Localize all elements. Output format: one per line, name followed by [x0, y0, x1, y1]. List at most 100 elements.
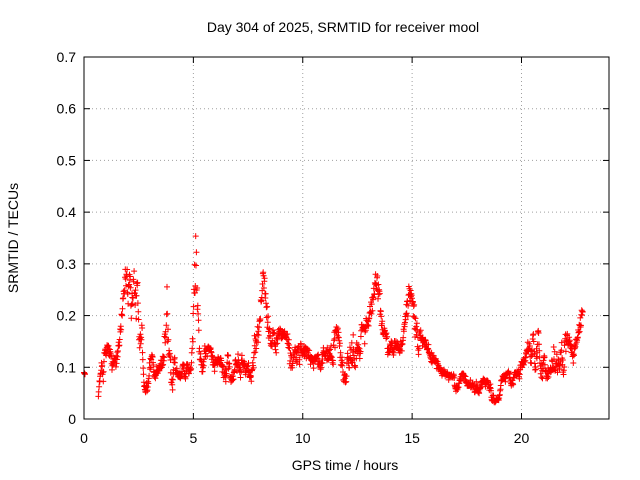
data-point	[168, 376, 175, 383]
data-point	[384, 333, 391, 340]
data-point	[116, 342, 123, 349]
data-point	[188, 359, 195, 366]
chart-title: Day 304 of 2025, SRMTID for receiver moo…	[207, 19, 479, 35]
data-point	[126, 281, 133, 288]
data-point	[574, 334, 581, 341]
data-point	[530, 338, 537, 345]
data-point	[135, 308, 142, 315]
data-point	[189, 338, 196, 345]
data-point	[191, 261, 198, 268]
data-point	[238, 368, 245, 375]
data-point	[138, 336, 145, 343]
data-point	[100, 378, 107, 385]
data-point	[201, 356, 208, 363]
data-point	[541, 354, 548, 361]
data-point	[334, 325, 341, 332]
y-tick-label: 0.7	[57, 49, 77, 65]
data-point	[409, 295, 415, 302]
data-point	[310, 365, 317, 372]
y-tick-label: 0.6	[57, 101, 77, 117]
data-point	[410, 299, 416, 306]
data-point	[150, 362, 157, 368]
data-point	[415, 351, 422, 358]
data-point	[342, 379, 349, 386]
data-point	[261, 275, 268, 282]
x-axis-label: GPS time / hours	[292, 457, 399, 473]
data-point	[374, 273, 381, 279]
data-point	[314, 352, 321, 359]
data-point	[376, 290, 383, 297]
data-point	[257, 316, 264, 322]
data-point	[404, 313, 411, 319]
data-point	[99, 362, 106, 369]
data-point	[105, 345, 112, 352]
data-point	[296, 361, 303, 368]
data-point	[558, 339, 565, 346]
x-tick-label: 5	[189, 430, 197, 446]
data-point	[190, 303, 197, 310]
data-point	[188, 365, 195, 372]
data-point	[114, 353, 121, 360]
data-point	[130, 278, 137, 285]
data-point	[461, 372, 468, 379]
data-point	[137, 331, 144, 338]
data-point	[530, 331, 537, 338]
data-point	[264, 303, 271, 310]
data-point	[343, 373, 350, 380]
data-point	[536, 341, 542, 348]
y-tick-label: 0	[68, 411, 76, 427]
data-point	[370, 294, 377, 300]
data-point	[237, 374, 244, 381]
data-point	[263, 314, 270, 321]
data-point	[135, 316, 142, 323]
data-point	[193, 249, 200, 256]
y-tick-label: 0.3	[57, 256, 77, 272]
y-axis-label: SRMTID / TECUs	[5, 183, 21, 293]
data-point	[134, 279, 141, 286]
data-point	[140, 365, 147, 372]
data-point	[222, 366, 229, 373]
plot-frame	[83, 56, 610, 420]
data-point	[113, 352, 120, 359]
data-point	[273, 349, 280, 356]
data-point	[101, 358, 107, 365]
data-point	[131, 268, 138, 275]
data-point	[405, 302, 412, 309]
data-point	[407, 287, 414, 294]
data-point	[137, 340, 144, 347]
data-point	[123, 272, 130, 279]
data-point	[113, 356, 120, 363]
data-point	[169, 381, 176, 388]
x-tick-label: 15	[404, 430, 420, 446]
data-point	[194, 302, 201, 309]
data-point	[302, 351, 309, 358]
data-point	[222, 378, 229, 385]
data-point	[194, 285, 201, 291]
data-point	[235, 351, 241, 358]
data-point	[570, 360, 577, 366]
data-point	[118, 326, 125, 333]
data-point	[336, 340, 343, 347]
data-point	[108, 352, 115, 358]
data-point	[413, 320, 420, 327]
data-point	[526, 343, 533, 349]
data-point	[193, 262, 199, 269]
data-point	[96, 383, 103, 390]
data-point	[165, 326, 171, 333]
data-point	[502, 375, 509, 382]
data-point	[195, 317, 202, 324]
data-point	[417, 327, 424, 334]
data-point	[248, 378, 255, 385]
data-point	[362, 327, 369, 334]
data-point	[146, 372, 153, 379]
data-point	[124, 266, 131, 273]
data-point	[368, 301, 375, 308]
data-point	[139, 356, 146, 363]
x-tick-label: 20	[514, 430, 530, 446]
data-point	[553, 351, 560, 358]
data-point	[211, 368, 218, 375]
data-point	[127, 273, 134, 280]
data-point	[100, 368, 107, 375]
data-point	[95, 388, 102, 395]
